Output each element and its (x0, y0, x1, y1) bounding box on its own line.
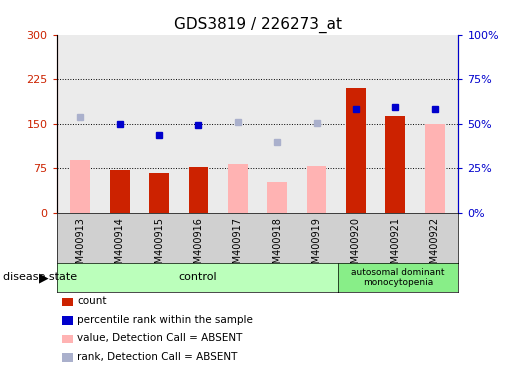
Bar (188, 167, 208, 213)
Text: GSM400919: GSM400919 (312, 217, 321, 276)
Bar (228, 164, 248, 213)
Bar (267, 182, 287, 213)
Bar (110, 170, 129, 213)
Text: control: control (178, 272, 216, 283)
Text: GSM400915: GSM400915 (154, 217, 164, 276)
Bar (346, 88, 366, 213)
Title: GDS3819 / 226273_at: GDS3819 / 226273_at (174, 17, 341, 33)
Text: GSM400918: GSM400918 (272, 217, 282, 276)
Text: GSM400921: GSM400921 (390, 217, 400, 276)
Text: percentile rank within the sample: percentile rank within the sample (77, 315, 253, 325)
Text: GSM400913: GSM400913 (75, 217, 85, 276)
Text: ▶: ▶ (39, 271, 48, 284)
Text: disease state: disease state (3, 272, 77, 283)
Text: count: count (77, 296, 107, 306)
Bar (386, 116, 405, 213)
Bar (425, 124, 444, 213)
Text: value, Detection Call = ABSENT: value, Detection Call = ABSENT (77, 333, 243, 343)
Text: GSM400914: GSM400914 (115, 217, 125, 276)
Text: rank, Detection Call = ABSENT: rank, Detection Call = ABSENT (77, 352, 237, 362)
Bar (307, 166, 327, 213)
Text: autosomal dominant
monocytopenia: autosomal dominant monocytopenia (351, 268, 445, 287)
Bar (71, 160, 90, 213)
Bar (149, 173, 169, 213)
Text: GSM400920: GSM400920 (351, 217, 361, 276)
Text: GSM400916: GSM400916 (194, 217, 203, 276)
Text: GSM400922: GSM400922 (430, 217, 440, 276)
Text: GSM400917: GSM400917 (233, 217, 243, 276)
